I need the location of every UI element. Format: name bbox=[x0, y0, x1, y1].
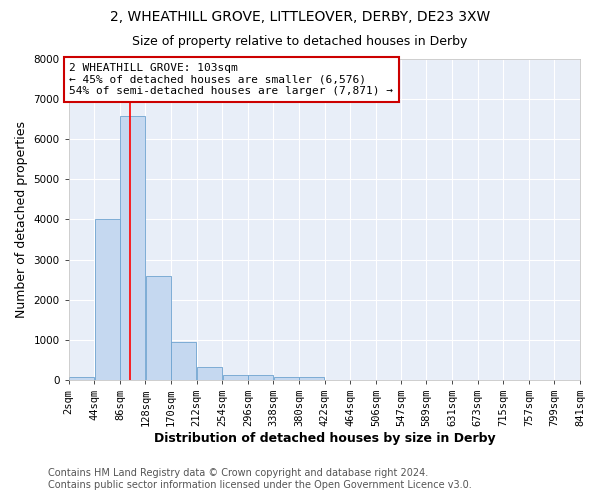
Bar bbox=[69, 376, 94, 380]
Text: 2, WHEATHILL GROVE, LITTLEOVER, DERBY, DE23 3XW: 2, WHEATHILL GROVE, LITTLEOVER, DERBY, D… bbox=[110, 10, 490, 24]
Bar bbox=[146, 276, 171, 380]
Bar bbox=[223, 374, 248, 380]
Text: Size of property relative to detached houses in Derby: Size of property relative to detached ho… bbox=[133, 35, 467, 48]
Bar bbox=[172, 342, 196, 380]
Y-axis label: Number of detached properties: Number of detached properties bbox=[15, 121, 28, 318]
Bar bbox=[274, 377, 299, 380]
Bar bbox=[120, 116, 145, 380]
Bar bbox=[197, 367, 222, 380]
X-axis label: Distribution of detached houses by size in Derby: Distribution of detached houses by size … bbox=[154, 432, 495, 445]
Bar bbox=[299, 377, 325, 380]
Bar bbox=[248, 374, 273, 380]
Bar bbox=[95, 220, 119, 380]
Text: Contains HM Land Registry data © Crown copyright and database right 2024.
Contai: Contains HM Land Registry data © Crown c… bbox=[48, 468, 472, 490]
Text: 2 WHEATHILL GROVE: 103sqm
← 45% of detached houses are smaller (6,576)
54% of se: 2 WHEATHILL GROVE: 103sqm ← 45% of detac… bbox=[70, 63, 394, 96]
